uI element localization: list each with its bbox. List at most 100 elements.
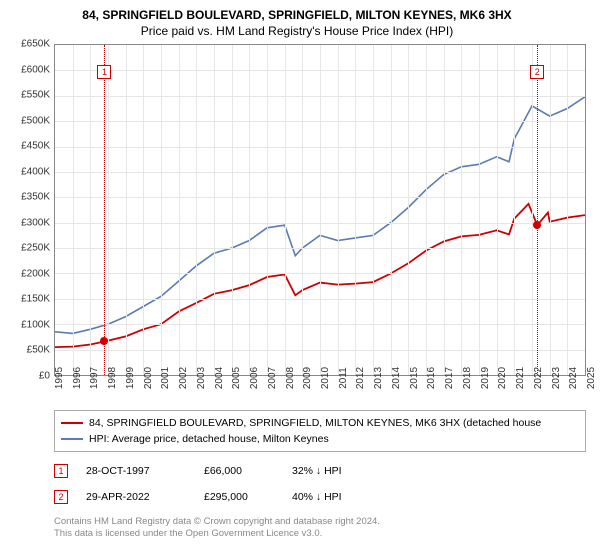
plot-area: 12 <box>54 44 586 376</box>
y-axis: £0£50K£100K£150K£200K£250K£300K£350K£400… <box>8 44 54 376</box>
sale-note: 2 29-APR-2022 £295,000 40% ↓ HPI <box>54 484 586 510</box>
gridline-v <box>426 45 427 375</box>
x-tick-label: 2001 <box>160 367 171 389</box>
y-tick-label: £0 <box>39 371 50 382</box>
x-tick-label: 2005 <box>231 367 242 389</box>
gridline-v <box>497 45 498 375</box>
x-tick-label: 2019 <box>480 367 491 389</box>
sale-note-number: 1 <box>54 464 68 478</box>
legend-swatch <box>61 422 83 424</box>
sale-note: 128-OCT-1997£66,00032% ↓ HPI <box>54 458 586 484</box>
sale-vline-label: 2 <box>530 65 544 79</box>
x-tick-label: 2021 <box>515 367 526 389</box>
legend-label: 84, SPRINGFIELD BOULEVARD, SPRINGFIELD, … <box>89 417 541 429</box>
x-tick-label: 2016 <box>426 367 437 389</box>
gridline-v <box>179 45 180 375</box>
x-tick-label: 2011 <box>338 367 349 389</box>
x-tick-label: 2008 <box>285 367 296 389</box>
x-tick-label: 2012 <box>355 367 366 389</box>
y-tick-label: £500K <box>21 115 50 126</box>
gridline-v <box>391 45 392 375</box>
y-tick-label: £650K <box>21 39 50 50</box>
sale-note-diff: 32% ↓ HPI <box>292 465 342 477</box>
gridline-v <box>267 45 268 375</box>
sale-vline <box>537 45 538 375</box>
sale-note-date: 28-OCT-1997 <box>86 465 186 477</box>
x-tick-label: 1998 <box>107 367 118 389</box>
sale-notes: 128-OCT-1997£66,00032% ↓ HPI229-APR-2022… <box>54 458 586 510</box>
legend-item: HPI: Average price, detached house, Milt… <box>61 431 579 447</box>
x-tick-label: 2022 <box>533 367 544 389</box>
gridline-v <box>196 45 197 375</box>
x-tick-label: 2009 <box>302 367 313 389</box>
gridline-v <box>355 45 356 375</box>
chart-subtitle: Price paid vs. HM Land Registry's House … <box>8 24 586 38</box>
gridline-v <box>214 45 215 375</box>
sale-note-diff: 40% ↓ HPI <box>292 491 342 503</box>
y-tick-label: £200K <box>21 268 50 279</box>
sale-vline <box>104 45 105 375</box>
x-tick-label: 2002 <box>178 367 189 389</box>
y-tick-label: £50K <box>27 345 50 356</box>
x-tick-label: 2004 <box>214 367 225 389</box>
gridline-v <box>73 45 74 375</box>
x-tick-label: 2014 <box>391 367 402 389</box>
gridline-v <box>338 45 339 375</box>
x-tick-label: 2006 <box>249 367 260 389</box>
gridline-v <box>232 45 233 375</box>
x-tick-label: 2010 <box>320 367 331 389</box>
gridline-v <box>143 45 144 375</box>
gridline-v <box>567 45 568 375</box>
chart-area: £0 £50K £100K £150K £200K £250K £300K £350K £400… <box>8 44 586 404</box>
x-tick-label: 1999 <box>125 367 136 389</box>
legend-item: 84, SPRINGFIELD BOULEVARD, SPRINGFIELD, … <box>61 415 579 431</box>
gridline-v <box>90 45 91 375</box>
sale-note-date: 29-APR-2022 <box>86 491 186 503</box>
sale-note-price: £295,000 <box>204 491 274 503</box>
credit-line: Contains HM Land Registry data © Crown c… <box>54 516 586 528</box>
y-tick-label: £100K <box>21 319 50 330</box>
chart-title: 84, SPRINGFIELD BOULEVARD, SPRINGFIELD, … <box>8 8 586 22</box>
x-tick-label: 1996 <box>72 367 83 389</box>
gridline-v <box>444 45 445 375</box>
gridline-v <box>532 45 533 375</box>
x-tick-label: 2017 <box>444 367 455 389</box>
gridline-v <box>550 45 551 375</box>
sale-marker <box>100 337 108 345</box>
sale-note-number: 2 <box>54 490 68 504</box>
x-tick-label: 2000 <box>143 367 154 389</box>
sale-marker <box>533 221 541 229</box>
gridline-v <box>320 45 321 375</box>
y-tick-label: £350K <box>21 192 50 203</box>
y-tick-label: £600K <box>21 64 50 75</box>
credit: Contains HM Land Registry data © Crown c… <box>54 516 586 541</box>
gridline-v <box>285 45 286 375</box>
legend-label: HPI: Average price, detached house, Milt… <box>89 433 329 445</box>
y-tick-label: £250K <box>21 243 50 254</box>
x-tick-label: 2024 <box>568 367 579 389</box>
gridline-v <box>108 45 109 375</box>
x-axis: 1995199619971998199920002001200220032004… <box>54 376 586 404</box>
credit-line: This data is licensed under the Open Gov… <box>54 528 586 540</box>
x-tick-label: 2007 <box>267 367 278 389</box>
gridline-v <box>408 45 409 375</box>
y-tick-label: £450K <box>21 141 50 152</box>
y-tick-label: £300K <box>21 217 50 228</box>
x-tick-label: 2025 <box>586 367 597 389</box>
gridline-v <box>161 45 162 375</box>
x-tick-label: 2015 <box>409 367 420 389</box>
x-tick-label: 1995 <box>54 367 65 389</box>
x-tick-label: 2013 <box>373 367 384 389</box>
y-tick-label: £150K <box>21 294 50 305</box>
x-tick-label: 2023 <box>551 367 562 389</box>
gridline-v <box>126 45 127 375</box>
gridline-v <box>461 45 462 375</box>
x-tick-label: 2003 <box>196 367 207 389</box>
gridline-v <box>249 45 250 375</box>
y-tick-label: £550K <box>21 90 50 101</box>
gridline-v <box>302 45 303 375</box>
x-tick-label: 1997 <box>89 367 100 389</box>
x-tick-label: 2018 <box>462 367 473 389</box>
x-tick-label: 2020 <box>497 367 508 389</box>
y-tick-label: £400K <box>21 166 50 177</box>
